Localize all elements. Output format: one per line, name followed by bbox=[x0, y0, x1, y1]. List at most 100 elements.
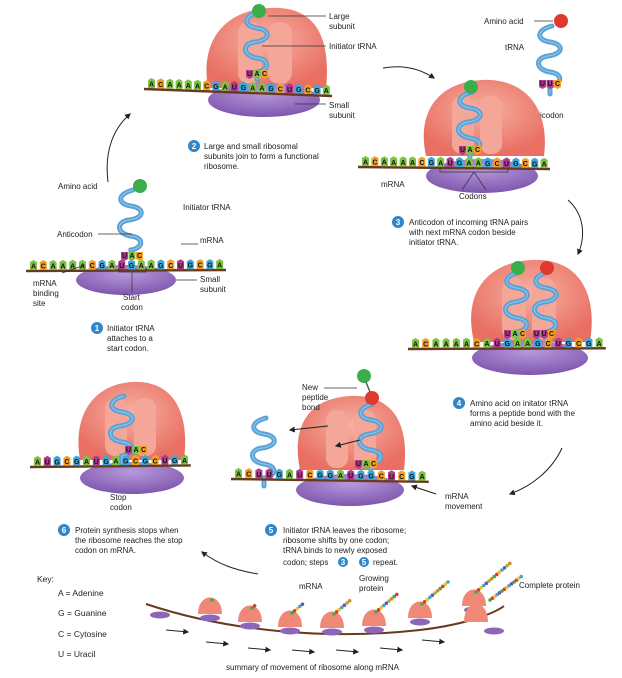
nucleotide bbox=[118, 259, 126, 270]
nucleotide bbox=[313, 84, 321, 95]
svg-text:site: site bbox=[33, 299, 46, 308]
nucleotide bbox=[304, 83, 312, 94]
nucleotide bbox=[595, 337, 603, 348]
nucleotide bbox=[34, 456, 41, 466]
protein-bead bbox=[342, 603, 347, 607]
protein-bead bbox=[420, 602, 424, 606]
small-subunit-label: Small bbox=[329, 101, 349, 110]
anticodon-base bbox=[511, 330, 519, 339]
nucleotide-letter: U bbox=[389, 474, 394, 481]
nucleotide bbox=[59, 259, 67, 270]
protein-bead bbox=[425, 597, 430, 602]
nucleotide bbox=[484, 157, 492, 168]
anticodon-letter: U bbox=[541, 331, 546, 338]
summary-small-subunit bbox=[322, 628, 342, 636]
nucleotide-letter: A bbox=[139, 263, 144, 270]
nucleotide bbox=[102, 455, 110, 466]
protein-bead bbox=[389, 597, 394, 601]
protein-bead bbox=[292, 609, 297, 613]
anticodon-base bbox=[136, 252, 143, 261]
summary-small-subunit bbox=[410, 618, 430, 626]
nucleotide-letter: C bbox=[204, 84, 209, 91]
svg-text:codon on mRNA.: codon on mRNA. bbox=[75, 546, 136, 555]
step-3-text: Anticodon of incoming tRNA pairs bbox=[409, 218, 528, 227]
free-small-subunit bbox=[484, 627, 504, 635]
nucleotide-letter: A bbox=[413, 342, 418, 349]
nucleotide-letter: A bbox=[287, 472, 292, 479]
protein-bead bbox=[484, 581, 489, 585]
nucleotide-letter: U bbox=[348, 473, 353, 480]
anticodon-letter: U bbox=[122, 253, 127, 260]
key: Key: A = Adenine G = Guanine C = Cytosin… bbox=[37, 574, 107, 659]
nucleotide-letter: A bbox=[223, 84, 228, 91]
anticodon-base bbox=[519, 330, 526, 339]
nucleotide-letter: A bbox=[167, 82, 172, 89]
nucleotide bbox=[43, 455, 51, 466]
protein-bead bbox=[387, 599, 391, 603]
nucleotide bbox=[473, 337, 481, 348]
anticodon-base bbox=[548, 330, 555, 339]
nucleotide-letter: A bbox=[420, 474, 425, 481]
protein-bead bbox=[433, 591, 437, 595]
nucleotide bbox=[347, 469, 355, 480]
nucleotide-letter: C bbox=[90, 263, 95, 270]
nucleotide-letter: A bbox=[60, 263, 65, 270]
anticodon-letter: C bbox=[555, 81, 560, 88]
nucleotide bbox=[503, 157, 510, 168]
nucleotide bbox=[531, 157, 539, 168]
svg-text:ribosome.: ribosome. bbox=[204, 162, 239, 171]
nucleotide bbox=[388, 470, 395, 481]
nucleotide-letter: A bbox=[217, 263, 222, 270]
anticodon-base bbox=[370, 460, 377, 469]
nucleotide-letter: G bbox=[54, 459, 60, 466]
svg-text:1: 1 bbox=[95, 324, 100, 333]
step-2-text: Large and small ribosomal bbox=[204, 142, 298, 151]
svg-text:3: 3 bbox=[396, 218, 401, 227]
protein-bead bbox=[347, 599, 352, 603]
summary-large-subunit bbox=[238, 605, 262, 622]
nucleotide-letter: G bbox=[513, 161, 519, 168]
nucleotide bbox=[108, 259, 116, 270]
step-1-text: Initiator tRNA bbox=[107, 324, 155, 333]
nucleotide-letter: A bbox=[401, 160, 406, 167]
svg-text:codon: codon bbox=[110, 503, 132, 512]
nucleotide-letter: U bbox=[556, 341, 561, 348]
nucleotide bbox=[73, 455, 81, 466]
nucleotide bbox=[157, 259, 165, 270]
nucleotide-letter: C bbox=[41, 263, 46, 270]
nucleotide bbox=[53, 455, 61, 466]
nucleotide-letter: C bbox=[153, 458, 158, 465]
nucleotide-letter: C bbox=[158, 82, 163, 89]
nucleotide bbox=[306, 469, 314, 480]
anticodon-label: Anticodon bbox=[528, 111, 564, 120]
nucleotide-letter: A bbox=[391, 160, 396, 167]
nucleotide bbox=[296, 468, 304, 479]
nucleotide-letter: A bbox=[444, 341, 449, 348]
nucleotide-letter: A bbox=[484, 341, 489, 348]
codons-label: Codons bbox=[459, 192, 487, 201]
nucleotide-letter: A bbox=[35, 460, 40, 467]
nucleotide-letter: C bbox=[419, 160, 424, 167]
nucleotide-letter: C bbox=[305, 87, 310, 94]
protein-bead bbox=[382, 603, 386, 608]
protein-bead bbox=[430, 593, 435, 597]
anticodon-base bbox=[121, 252, 128, 261]
anticodon-base bbox=[474, 146, 481, 155]
svg-text:ribosome shifts by one codon;: ribosome shifts by one codon; bbox=[283, 536, 389, 545]
protein-bead bbox=[495, 572, 499, 577]
nucleotide-letter: A bbox=[70, 263, 75, 270]
anticodon-letter: U bbox=[547, 81, 552, 88]
anticodon-label-left: Anticodon bbox=[57, 230, 93, 239]
nucleotide bbox=[380, 156, 388, 167]
nucleotide bbox=[412, 338, 419, 348]
nucleotide bbox=[276, 82, 284, 93]
protein-bead bbox=[446, 580, 450, 584]
anticodon-letter: A bbox=[512, 331, 517, 338]
trna-icon bbox=[456, 89, 483, 163]
nucleotide-letter: G bbox=[129, 263, 135, 270]
svg-text:peptide: peptide bbox=[302, 393, 329, 402]
nucleotide bbox=[98, 259, 106, 270]
amino-acid-label-left: Amino acid bbox=[58, 182, 98, 191]
